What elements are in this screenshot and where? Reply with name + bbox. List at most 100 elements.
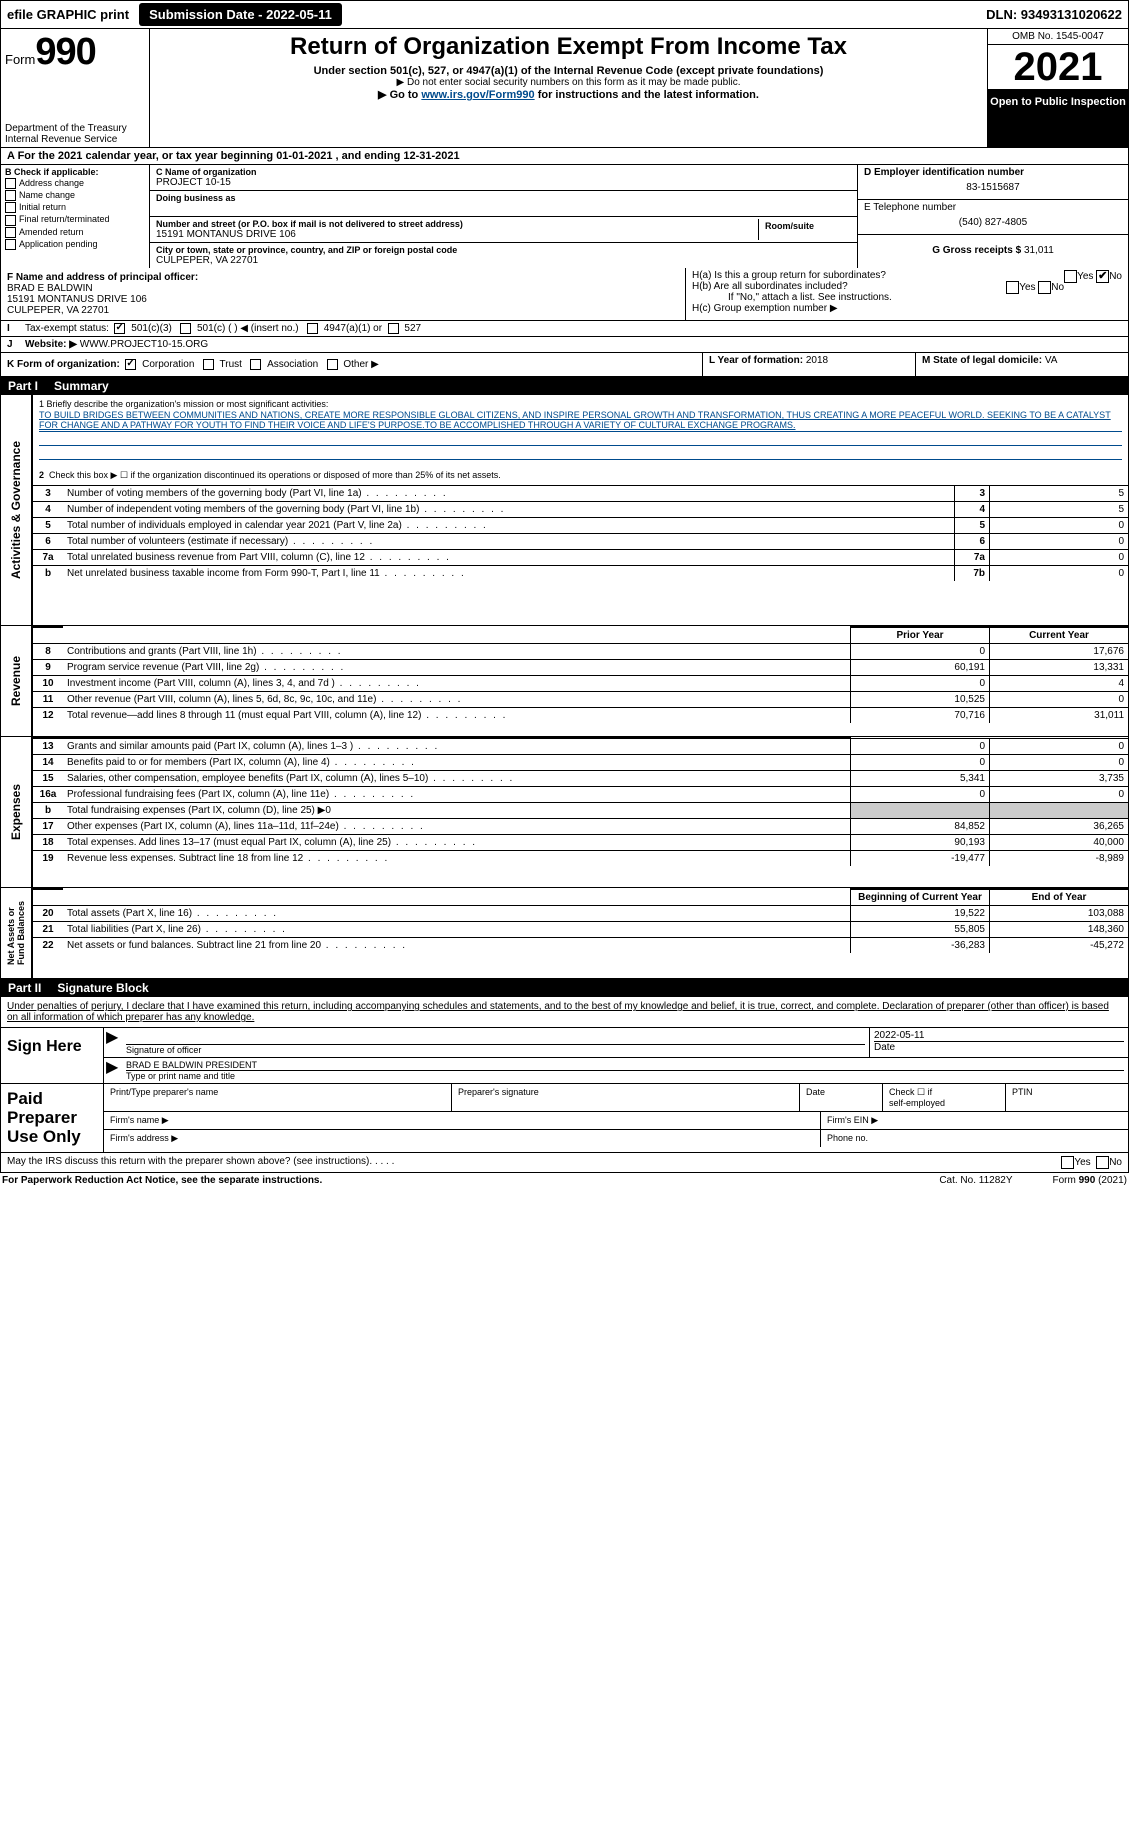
firm-ein-label: Firm's EIN ▶ xyxy=(821,1112,1128,1129)
chk-4947[interactable] xyxy=(307,323,318,334)
e-phone-label: E Telephone number xyxy=(864,202,1122,213)
prep-sig-label: Preparer's signature xyxy=(452,1084,800,1111)
phone-value: (540) 827-4805 xyxy=(864,213,1122,232)
chk-corp[interactable] xyxy=(125,359,136,370)
part1-header: Part I Summary xyxy=(0,377,1129,395)
officer-print-name: BRAD E BALDWIN PRESIDENT xyxy=(126,1060,1124,1070)
g-gross-label: G Gross receipts $ xyxy=(932,245,1021,256)
website-value: WWW.PROJECT10-15.ORG xyxy=(80,339,208,350)
org-info-block: B Check if applicable: Address change Na… xyxy=(0,165,1129,268)
d-ein-label: D Employer identification number xyxy=(864,167,1122,178)
firm-addr-label: Firm's address ▶ xyxy=(104,1130,821,1147)
chk-address-change[interactable]: Address change xyxy=(5,178,145,189)
mission-text: TO BUILD BRIDGES BETWEEN COMMUNITIES AND… xyxy=(39,409,1122,432)
h-a: H(a) Is this a group return for subordin… xyxy=(692,270,1122,281)
org-street: 15191 MONTANUS DRIVE 106 xyxy=(156,229,758,240)
f-label: F Name and address of principal officer: xyxy=(7,272,198,283)
subtitle-1: Under section 501(c), 527, or 4947(a)(1)… xyxy=(154,65,983,77)
page-footer: For Paperwork Reduction Act Notice, see … xyxy=(0,1173,1129,1188)
sig-date-value: 2022-05-11 xyxy=(874,1030,1124,1041)
addr-label: Number and street (or P.O. box if mail i… xyxy=(156,219,758,229)
paid-preparer-block: Paid Preparer Use Only Print/Type prepar… xyxy=(0,1084,1129,1153)
table-net-assets: Beginning of Current YearEnd of Year20To… xyxy=(33,888,1128,953)
form-title: Return of Organization Exempt From Incom… xyxy=(154,33,983,61)
prep-self-emp[interactable]: Check ☐ ifself-employed xyxy=(883,1084,1006,1111)
efile-label: efile GRAPHIC print xyxy=(1,4,135,25)
vtab-na: Net Assets or Fund Balances xyxy=(6,901,26,965)
perjury-text: Under penalties of perjury, I declare th… xyxy=(0,997,1129,1028)
row-klm: K Form of organization: Corporation Trus… xyxy=(0,353,1129,377)
goto-line: ▶ Go to www.irs.gov/Form990 for instruct… xyxy=(154,88,983,101)
table-activities-governance: 3Number of voting members of the governi… xyxy=(33,485,1128,581)
subtitle-2: ▶ Do not enter social security numbers o… xyxy=(154,77,983,88)
room-label: Room/suite xyxy=(765,221,845,231)
dba-label: Doing business as xyxy=(156,193,851,203)
dln-label: DLN: 93493131020622 xyxy=(980,4,1128,25)
chk-amended[interactable]: Amended return xyxy=(5,227,145,238)
chk-other[interactable] xyxy=(327,359,338,370)
cat-no: Cat. No. 11282Y xyxy=(939,1175,1012,1186)
topbar: efile GRAPHIC print Submission Date - 20… xyxy=(0,0,1129,29)
gross-value: 31,011 xyxy=(1024,245,1054,256)
q1-label: 1 Briefly describe the organization's mi… xyxy=(39,399,1122,409)
arrow-icon: ▶ xyxy=(104,1028,122,1057)
h-c: H(c) Group exemption number ▶ xyxy=(692,303,1122,314)
sig-date-label: Date xyxy=(874,1041,1124,1053)
city-label: City or town, state or province, country… xyxy=(156,245,851,255)
submission-date-button[interactable]: Submission Date - 2022-05-11 xyxy=(139,3,342,26)
firm-phone-label: Phone no. xyxy=(821,1130,1128,1147)
omb-number: OMB No. 1545-0047 xyxy=(988,29,1128,45)
form-number: Form990 xyxy=(5,31,145,74)
row-j: J Website: ▶ WWW.PROJECT10-15.ORG xyxy=(0,337,1129,353)
sig-officer-label: Signature of officer xyxy=(126,1044,865,1055)
c-name-label: C Name of organization xyxy=(156,167,851,177)
officer-city: CULPEPER, VA 22701 xyxy=(7,305,109,316)
chk-final-return[interactable]: Final return/terminated xyxy=(5,214,145,225)
dept-label: Department of the Treasury Internal Reve… xyxy=(5,123,145,145)
form-header: Form990 Department of the Treasury Inter… xyxy=(0,29,1129,148)
chk-name-change[interactable]: Name change xyxy=(5,190,145,201)
org-name: PROJECT 10-15 xyxy=(156,177,851,188)
vtab-rev: Revenue xyxy=(9,656,23,706)
sign-here-block: Sign Here ▶ Signature of officer 2022-05… xyxy=(0,1028,1129,1084)
table-expenses: 13Grants and similar amounts paid (Part … xyxy=(33,737,1128,866)
discuss-row: May the IRS discuss this return with the… xyxy=(0,1153,1129,1173)
form-indicator: Form 990 (2021) xyxy=(1053,1175,1127,1186)
part1-activities-governance: Activities & Governance 1 Briefly descri… xyxy=(0,395,1129,626)
table-revenue: Prior YearCurrent Year8Contributions and… xyxy=(33,626,1128,723)
part1-revenue: Revenue Prior YearCurrent Year8Contribut… xyxy=(0,626,1129,737)
prep-name-label: Print/Type preparer's name xyxy=(104,1084,452,1111)
officer-name: BRAD E BALDWIN xyxy=(7,283,93,294)
tax-year: 2021 xyxy=(988,45,1128,90)
vtab-exp: Expenses xyxy=(9,784,23,840)
prep-ptin-label: PTIN xyxy=(1006,1084,1128,1111)
org-city: CULPEPER, VA 22701 xyxy=(156,255,851,266)
chk-trust[interactable] xyxy=(203,359,214,370)
firm-name-label: Firm's name ▶ xyxy=(104,1112,821,1129)
irs-link[interactable]: www.irs.gov/Form990 xyxy=(421,89,534,101)
state-domicile: VA xyxy=(1045,355,1058,366)
part1-net-assets: Net Assets or Fund Balances Beginning of… xyxy=(0,888,1129,979)
chk-assoc[interactable] xyxy=(250,359,261,370)
type-name-label: Type or print name and title xyxy=(126,1070,1124,1081)
row-i: I Tax-exempt status: 501(c)(3) 501(c) ( … xyxy=(0,321,1129,337)
pra-notice: For Paperwork Reduction Act Notice, see … xyxy=(2,1175,322,1186)
chk-527[interactable] xyxy=(388,323,399,334)
chk-501c3[interactable] xyxy=(114,323,125,334)
chk-app-pending[interactable]: Application pending xyxy=(5,239,145,250)
box-b-label: B Check if applicable: xyxy=(5,167,145,177)
q2-label: Check this box ▶ ☐ if the organization d… xyxy=(49,470,501,480)
vtab-ag: Activities & Governance xyxy=(9,441,23,579)
prep-date-label: Date xyxy=(800,1084,883,1111)
period-line: A For the 2021 calendar year, or tax yea… xyxy=(0,148,1129,165)
h-b: H(b) Are all subordinates included? Yes … xyxy=(692,281,1122,292)
row-fh: F Name and address of principal officer:… xyxy=(0,268,1129,321)
year-formation: 2018 xyxy=(806,355,828,366)
part1-expenses: Expenses 13Grants and similar amounts pa… xyxy=(0,737,1129,888)
part2-header: Part II Signature Block xyxy=(0,979,1129,997)
ein-value: 83-1515687 xyxy=(864,178,1122,197)
chk-initial-return[interactable]: Initial return xyxy=(5,202,145,213)
chk-501c[interactable] xyxy=(180,323,191,334)
officer-street: 15191 MONTANUS DRIVE 106 xyxy=(7,294,147,305)
arrow-icon: ▶ xyxy=(104,1058,122,1083)
